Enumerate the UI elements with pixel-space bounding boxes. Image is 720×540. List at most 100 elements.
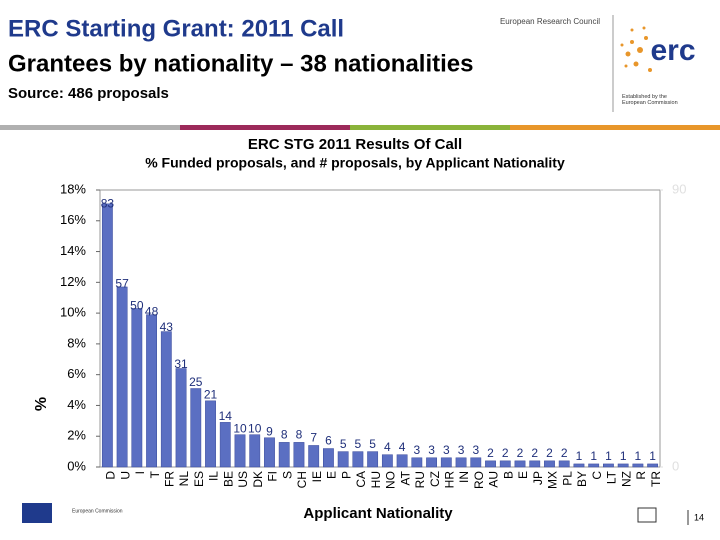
count-label: 5 [340,437,347,451]
bar [249,434,261,468]
x-tick-label: E [325,471,339,479]
erc-logo: erc [650,34,695,67]
y-axis-label: % [33,397,50,411]
bar [647,463,659,468]
x-tick-label: CA [354,471,368,488]
count-label: 21 [204,388,218,402]
count-label: 1 [576,449,583,463]
title-line2: Grantees by nationality – 38 nationaliti… [8,50,473,77]
count-label: 57 [115,277,129,291]
bar [308,445,320,468]
bar [603,463,614,468]
count-label: 8 [281,428,288,442]
count-label: 3 [428,443,435,457]
x-tick-label: MX [546,471,560,489]
bar [514,460,526,468]
bar [131,308,143,468]
y2-tick-label: 90 [672,181,686,196]
x-tick-label: D [104,471,118,480]
count-label: 1 [590,449,597,463]
count-label: 5 [369,437,376,451]
x-tick-label: BY [575,471,589,487]
x-tick-label: HR [442,471,456,489]
x-tick-label: US [236,471,250,488]
bar [558,460,570,468]
count-label: 43 [160,320,174,334]
x-tick-label: I [133,471,147,474]
count-label: 8 [296,428,303,442]
bar [617,463,629,468]
color-strip [0,125,720,130]
count-label: 2 [502,446,509,460]
x-tick-label: HU [369,471,383,488]
x-tick-label: T [148,470,162,478]
x-tick-label: NL [177,471,191,487]
x-tick-label: P [339,471,353,479]
bar [396,454,408,468]
x-tick-label: RU [413,471,427,488]
bar [219,422,231,468]
chart-subtitle: % Funded proposals, and # proposals, by … [145,155,565,171]
bar [499,460,511,468]
ec-name: European Commission [72,508,123,514]
x-tick-label: PL [560,471,574,486]
count-label: 83 [101,197,115,211]
y-tick-label: 18% [60,181,86,196]
x-tick-label: DK [251,471,265,488]
chart-title: ERC STG 2011 Results Of Call [248,136,462,153]
y-tick-label: 0% [67,458,86,473]
bar [529,460,541,468]
x-tick-label: NZ [619,471,633,487]
y-tick-label: 2% [67,428,86,443]
bar [632,463,644,468]
count-label: 31 [174,357,188,371]
count-label: 3 [413,443,420,457]
count-label: 4 [384,440,391,454]
x-tick-label: C [590,471,604,480]
count-label: 10 [248,421,262,435]
count-label: 4 [399,440,406,454]
x-tick-label: FI [266,471,280,482]
count-label: 2 [487,446,494,460]
count-label: 48 [145,304,159,318]
y2-tick-label: 0 [672,458,679,473]
x-axis-label: Applicant Nationality [303,505,453,522]
x-tick-label: ES [192,471,206,487]
bar [367,451,379,468]
count-label: 3 [472,443,479,457]
x-tick-label: TR [649,471,663,487]
erc-logo-dots [620,26,652,72]
x-tick-label: S [280,471,294,479]
bar [544,460,555,468]
x-tick-label: R [634,471,648,480]
bar [175,368,187,468]
count-label: 10 [233,421,247,435]
bar [205,400,216,468]
established: Established by the European Commission [622,94,678,106]
bar [264,437,275,468]
x-tick-label: JP [531,471,545,485]
y-tick-label: 16% [60,212,86,227]
x-tick-label: B [501,471,515,479]
bar [573,463,585,468]
count-label: 5 [355,437,362,451]
title-line1: ERC Starting Grant: 2011 Call [8,15,344,42]
home-icon[interactable] [637,507,657,523]
x-tick-label: CZ [428,471,442,487]
bar [455,457,467,468]
bar [293,442,305,468]
bar [160,331,172,468]
count-label: 25 [189,375,203,389]
org-name: European Research Council [500,17,600,26]
bar [116,286,128,468]
y-tick-label: 8% [67,335,86,350]
x-tick-label: IE [310,471,324,482]
y-tick-label: 10% [60,305,86,320]
x-tick-label: CH [295,471,309,488]
bar [323,448,334,468]
count-label: 50 [130,298,144,312]
x-tick-label: U [118,471,132,480]
count-label: 1 [649,449,656,463]
count-label: 1 [620,449,627,463]
